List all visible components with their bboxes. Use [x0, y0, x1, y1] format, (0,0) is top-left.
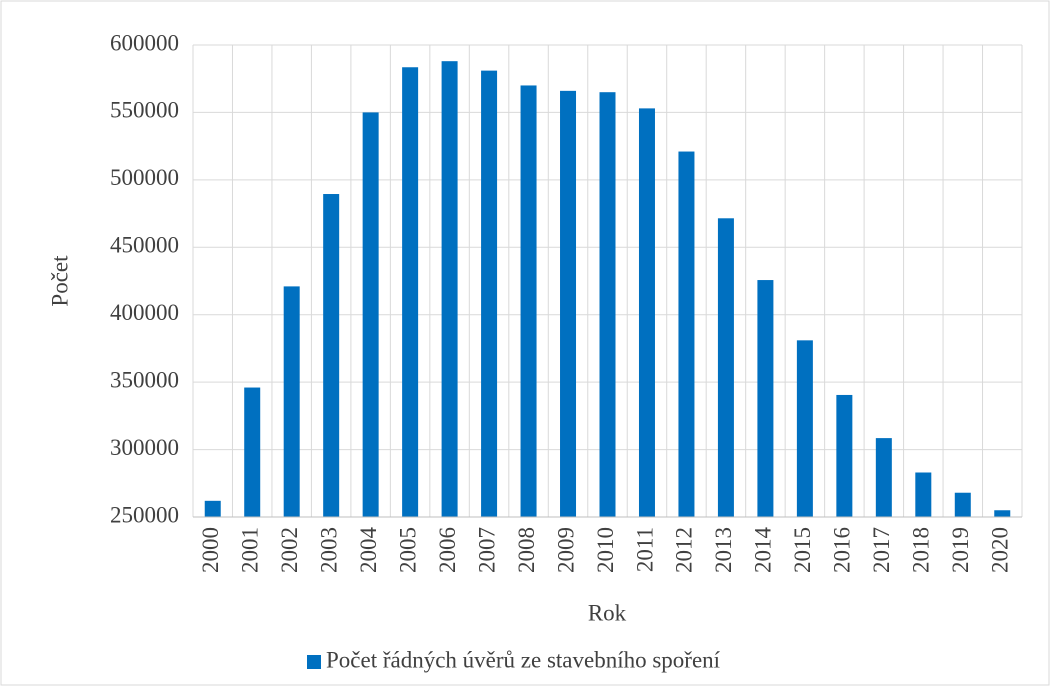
bar	[362, 112, 379, 517]
bar	[520, 85, 537, 517]
bar	[954, 492, 971, 517]
x-tick-label: 2013	[711, 527, 736, 573]
bar	[323, 194, 340, 517]
bar	[678, 151, 695, 517]
y-tick-label: 550000	[110, 98, 179, 123]
y-tick-label: 450000	[110, 233, 179, 258]
y-tick-label: 500000	[110, 165, 179, 190]
x-tick-label: 2011	[632, 527, 657, 572]
x-tick-label: 2015	[790, 527, 815, 573]
bar	[994, 510, 1011, 517]
bar	[638, 108, 655, 517]
bar	[402, 67, 419, 517]
bar	[757, 280, 774, 517]
y-tick-label: 400000	[110, 300, 179, 325]
x-tick-label: 2010	[593, 527, 618, 573]
y-tick-label: 300000	[110, 435, 179, 460]
x-tick-label: 2012	[672, 527, 697, 573]
bar	[915, 472, 932, 517]
x-tick-label: 2020	[988, 527, 1013, 573]
legend-label: Počet řádných úvěrů ze stavebního spořen…	[326, 647, 721, 672]
y-tick-label: 600000	[110, 30, 179, 55]
bar	[717, 218, 734, 517]
x-tick-label: 2001	[237, 527, 262, 573]
bar	[481, 70, 498, 517]
y-tick-label: 350000	[110, 367, 179, 392]
x-tick-label: 2016	[830, 527, 855, 573]
bar	[875, 438, 892, 517]
x-axis-label: Rok	[588, 600, 627, 625]
bar	[283, 286, 300, 517]
y-tick-label: 250000	[110, 502, 179, 527]
y-axis-label: Počet	[47, 255, 72, 307]
legend-swatch	[307, 655, 321, 669]
x-tick-label: 2009	[553, 527, 578, 573]
bar	[836, 394, 853, 517]
x-tick-label: 2005	[395, 527, 420, 573]
x-tick-label: 2007	[474, 527, 499, 573]
x-tick-label: 2004	[356, 527, 381, 574]
bar	[244, 387, 261, 517]
x-tick-label: 2008	[514, 527, 539, 573]
x-tick-label: 2019	[948, 527, 973, 573]
bar	[560, 90, 577, 517]
bar	[441, 61, 458, 517]
bar	[204, 500, 221, 517]
x-tick-label: 2006	[435, 527, 460, 573]
x-tick-label: 2000	[198, 527, 223, 573]
x-tick-label: 2017	[869, 527, 894, 573]
bar	[599, 92, 616, 517]
x-tick-label: 2003	[316, 527, 341, 573]
x-tick-label: 2014	[751, 527, 776, 574]
x-tick-label: 2018	[909, 527, 934, 573]
x-tick-label: 2002	[277, 527, 302, 573]
bar	[796, 340, 813, 517]
